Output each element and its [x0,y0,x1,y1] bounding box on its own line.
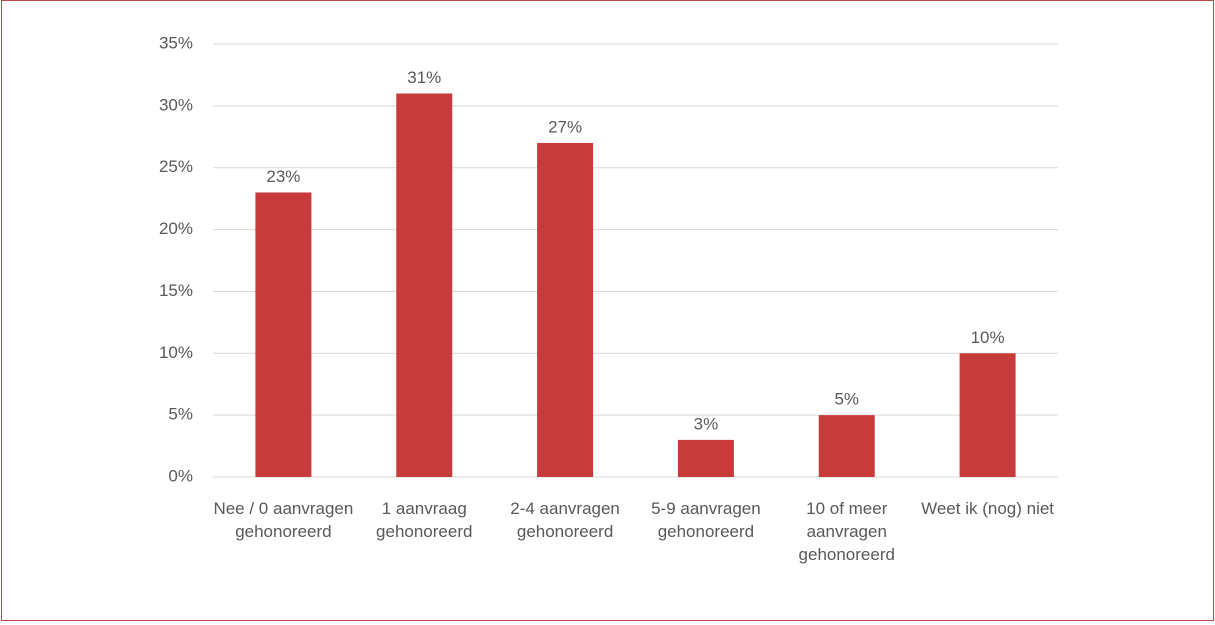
bar [818,415,875,477]
data-label: 23% [266,167,300,186]
x-tick-label: Weet ik (nog) niet [921,499,1055,518]
x-tick-label: 10 of meer aanvragen gehonoreerd [798,499,895,564]
data-label: 31% [407,68,441,87]
y-tick-label: 30% [159,95,193,114]
y-tick-label: 0% [168,466,193,485]
y-tick-label: 20% [159,219,193,238]
x-tick-label: 5-9 aanvragen gehonoreerd [651,499,761,541]
bar [396,93,453,477]
y-tick-label: 10% [159,343,193,362]
x-tick-label: 1 aanvraag gehonoreerd [376,499,473,541]
data-label: 5% [834,390,859,409]
bar [959,353,1016,477]
y-tick-label: 15% [159,281,193,300]
y-tick-label: 35% [159,33,193,52]
x-tick-label: 2-4 aanvragen gehonoreerd [510,499,620,541]
bar [255,192,312,477]
bar [537,142,594,477]
bar [677,439,734,477]
data-label: 3% [694,414,719,433]
x-tick-label: Nee / 0 aanvragen gehonoreerd [213,499,354,541]
data-label: 10% [971,328,1005,347]
y-tick-label: 25% [159,157,193,176]
y-tick-label: 5% [168,405,193,424]
data-label: 27% [548,117,582,136]
